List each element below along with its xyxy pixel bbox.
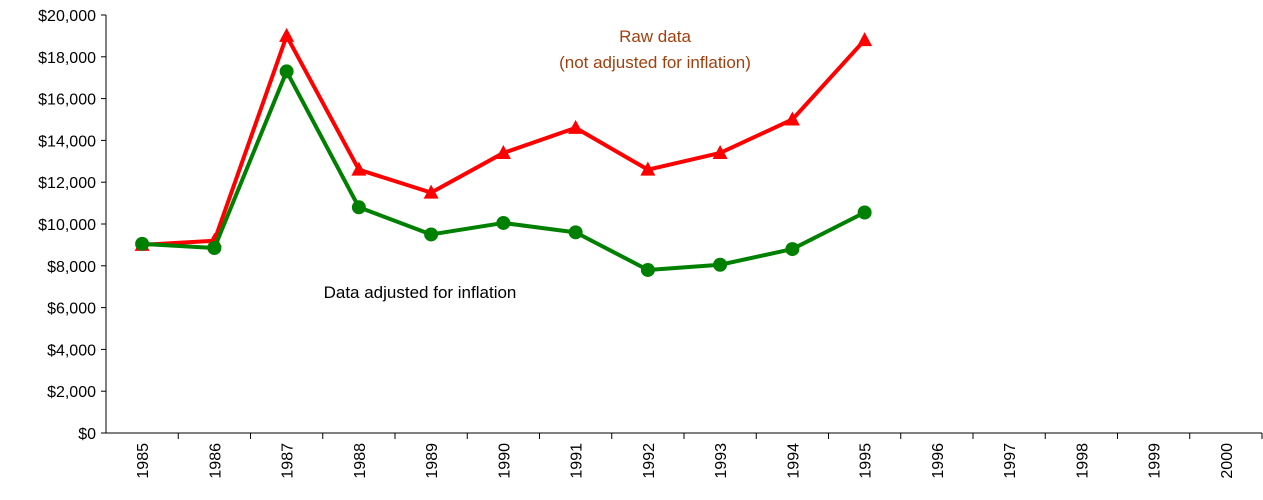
point-marker <box>351 161 367 176</box>
x-tick-label: 1987 <box>280 443 297 479</box>
point-marker <box>857 205 872 220</box>
x-tick-label: 1998 <box>1074 443 1091 479</box>
y-tick-label: $4,000 <box>47 342 96 359</box>
point-marker <box>351 200 366 215</box>
y-tick-label: $8,000 <box>47 259 96 276</box>
x-tick-label: 1988 <box>352 443 369 479</box>
point-marker <box>640 161 656 176</box>
x-tick-label: 1986 <box>207 443 224 479</box>
series-line <box>142 69 866 272</box>
point-marker <box>207 241 222 256</box>
y-tick-label: $12,000 <box>38 175 96 192</box>
x-tick-label: 1994 <box>785 443 802 479</box>
x-tick-label: 1993 <box>713 443 730 479</box>
y-tick-label: $18,000 <box>38 50 96 67</box>
annotation: (not adjusted for inflation) <box>559 53 751 72</box>
y-tick-label: $0 <box>78 426 96 443</box>
annotation: Raw data <box>619 27 691 46</box>
annotation: Data adjusted for inflation <box>324 283 517 302</box>
y-tick-label: $16,000 <box>38 92 96 109</box>
x-tick-label: 1991 <box>569 443 586 479</box>
point-marker <box>568 225 583 240</box>
point-marker <box>424 227 439 242</box>
y-tick-label: $2,000 <box>47 384 96 401</box>
point-marker <box>713 257 728 272</box>
x-tick-label: 1997 <box>1002 443 1019 479</box>
y-tick-label: $14,000 <box>38 133 96 150</box>
point-marker <box>712 144 728 159</box>
point-marker <box>279 64 294 79</box>
point-marker <box>135 236 150 251</box>
x-tick-label: 1992 <box>641 443 658 479</box>
point-marker <box>784 111 800 126</box>
x-tick-label: 2000 <box>1219 443 1236 479</box>
point-marker <box>279 27 295 42</box>
y-tick-label: $10,000 <box>38 217 96 234</box>
x-tick-label: 1999 <box>1147 443 1164 479</box>
x-tick-label: 1990 <box>496 443 513 479</box>
series-line <box>142 33 867 247</box>
x-tick-label: 1996 <box>930 443 947 479</box>
point-marker <box>857 32 873 47</box>
x-tick-label: 1995 <box>858 443 875 479</box>
point-marker <box>496 215 511 230</box>
point-marker <box>495 144 511 159</box>
y-tick-label: $20,000 <box>38 8 96 25</box>
point-marker <box>640 262 655 277</box>
x-tick-label: 1985 <box>135 443 152 479</box>
point-marker <box>568 119 584 134</box>
y-tick-label: $6,000 <box>47 301 96 318</box>
x-tick-label: 1989 <box>424 443 441 479</box>
point-marker <box>785 242 800 257</box>
point-marker <box>423 184 439 199</box>
